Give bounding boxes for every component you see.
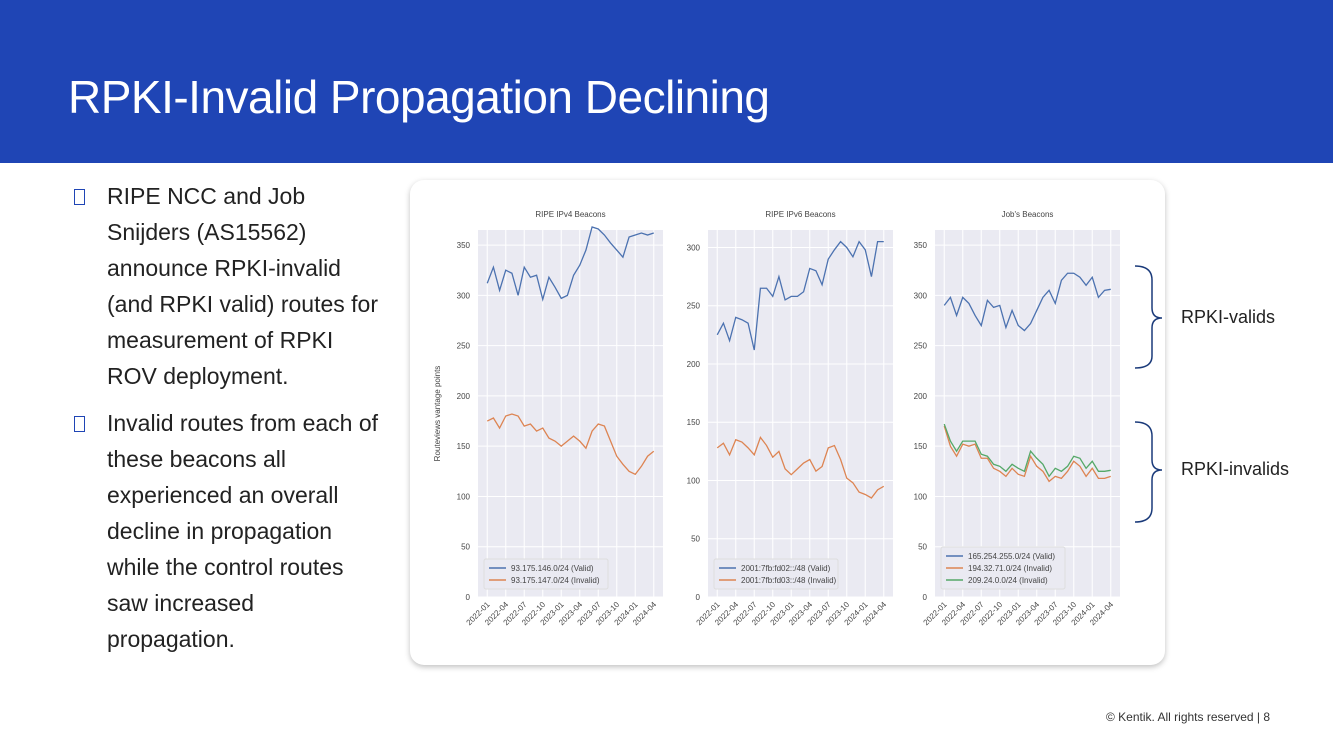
y-tick-label: 200 xyxy=(457,392,471,401)
chart: RIPE IPv4 Beacons Routeviews vantage poin… xyxy=(433,210,1120,627)
y-tick-label: 50 xyxy=(461,543,470,552)
header: RPKI-Invalid Propagation Declining xyxy=(0,0,1333,163)
series-line xyxy=(943,425,1111,483)
y-tick-label: 0 xyxy=(923,593,928,602)
chart-title: RIPE IPv4 Beacons xyxy=(535,210,605,219)
y-tick-label: 200 xyxy=(687,360,701,369)
plot-area xyxy=(708,230,893,597)
y-tick-label: 50 xyxy=(918,543,927,552)
legend-label: 93.175.147.0/24 (Invalid) xyxy=(511,576,600,585)
braces xyxy=(1134,265,1163,523)
y-tick-label: 100 xyxy=(687,476,701,485)
y-tick-label: 200 xyxy=(914,392,928,401)
bullet-icon xyxy=(74,189,85,205)
y-tick-label: 300 xyxy=(687,243,701,252)
series-line xyxy=(716,436,885,499)
y-tick-label: 0 xyxy=(466,593,471,602)
annotation: RPKI-valids xyxy=(1181,307,1276,327)
y-tick-label: 250 xyxy=(687,302,701,311)
y-tick-label: 300 xyxy=(457,291,471,300)
y-tick-label: 250 xyxy=(457,342,471,351)
legend-label: 194.32.71.0/24 (Invalid) xyxy=(968,564,1052,573)
plot-area xyxy=(935,230,1120,597)
annotation: RPKI-invalids xyxy=(1181,459,1290,479)
slide-title: RPKI-Invalid Propagation Declining xyxy=(68,71,770,123)
series-line xyxy=(486,413,655,476)
bullet-text: Invalid routes from each of these beacon… xyxy=(107,410,379,652)
y-tick-label: 350 xyxy=(457,241,471,250)
brace xyxy=(1134,421,1163,523)
legend-label: 2001:7fb:fd02::/48 (Valid) xyxy=(741,564,831,573)
footer: © Kentik. All rights reserved | 8 xyxy=(1105,710,1270,724)
legend-box xyxy=(483,558,609,590)
series-line xyxy=(716,240,884,351)
y-tick-label: 150 xyxy=(457,442,471,451)
y-axis-label: Routeviews vantage points xyxy=(433,366,442,462)
y-tick-label: 150 xyxy=(687,418,701,427)
legend-label: 209.24.0.0/24 (Invalid) xyxy=(968,576,1048,585)
legend-label: 165.254.255.0/24 (Valid) xyxy=(968,552,1055,561)
legend-label: 2001:7fb:fd03::/48 (Invalid) xyxy=(741,576,837,585)
y-tick-label: 150 xyxy=(914,442,928,451)
legend-box xyxy=(713,558,839,590)
chart-card: RIPE IPv4 Beacons Routeviews vantage poin… xyxy=(410,180,1165,665)
y-tick-label: 350 xyxy=(914,241,928,250)
y-tick-label: 0 xyxy=(696,593,701,602)
series-line xyxy=(943,272,1111,332)
brace xyxy=(1134,265,1163,369)
y-tick-label: 100 xyxy=(457,492,471,501)
bullet-text: RIPE NCC and Job Snijders (AS15562) anno… xyxy=(107,183,379,389)
y-tick-label: 250 xyxy=(914,342,928,351)
series-line xyxy=(486,226,654,302)
series-line xyxy=(943,423,1111,478)
y-tick-label: 50 xyxy=(691,535,700,544)
bullet-icon xyxy=(74,416,85,432)
chart-title: Job's Beacons xyxy=(1002,210,1054,219)
plot-area xyxy=(478,230,663,597)
chart-title: RIPE IPv6 Beacons xyxy=(765,210,835,219)
legend-label: 93.175.146.0/24 (Valid) xyxy=(511,564,594,573)
legend-box xyxy=(940,546,1066,590)
y-tick-label: 300 xyxy=(914,291,928,300)
y-tick-label: 100 xyxy=(914,492,928,501)
